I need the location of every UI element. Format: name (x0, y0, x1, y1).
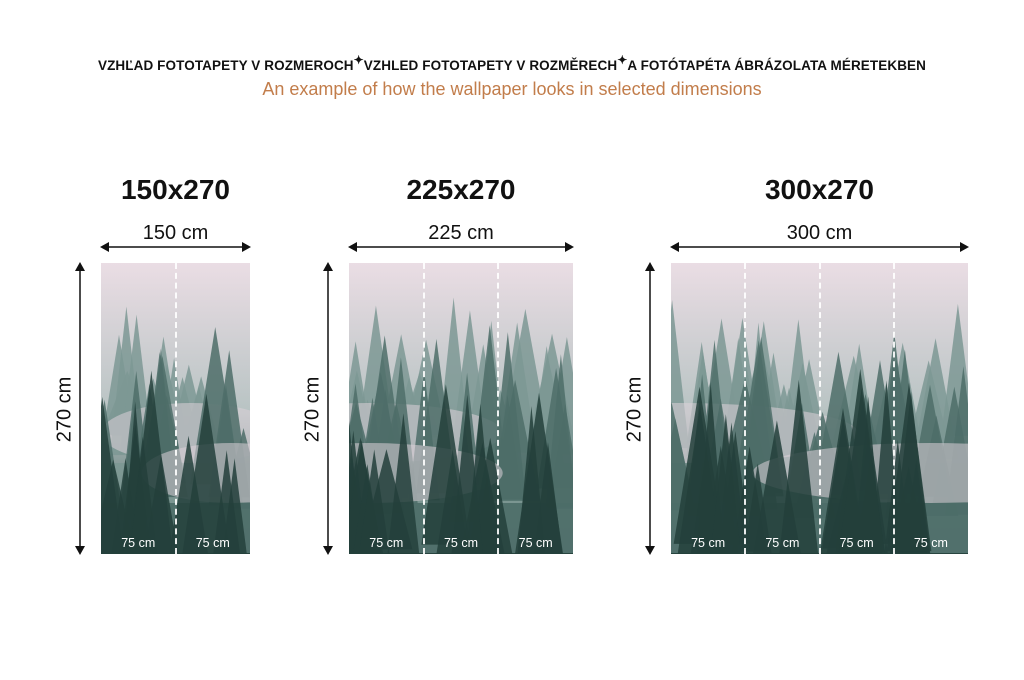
width-label: 150 cm (142, 222, 209, 244)
height-arrow (75, 262, 85, 555)
height-label: 270 cm (301, 376, 324, 443)
panel-divider (174, 263, 177, 554)
height-arrow (645, 262, 655, 555)
panel-divider (818, 263, 821, 554)
sparkle-icon: ✦ (617, 53, 628, 67)
height-label: 270 cm (623, 376, 646, 443)
header-sk: VZHĽAD FOTOTAPETY V ROZMEROCH (97, 58, 354, 73)
segment-label: 75 cm (195, 536, 230, 550)
subtitle: An example of how the wallpaper looks in… (262, 79, 762, 99)
header-languages: VZHĽAD FOTOTAPETY V ROZMEROCH✦VZHLED FOT… (0, 53, 1024, 73)
height-label: 270 cm (53, 376, 76, 443)
panel-title: 225x270 (406, 174, 516, 205)
segment-label: 75 cm (369, 536, 404, 550)
header-hu: A FOTÓTAPÉTA ÁBRÁZOLATA MÉRETEKBEN (627, 58, 927, 73)
width-arrow (348, 242, 574, 252)
segment-label: 75 cm (691, 536, 726, 550)
segment-label: 75 cm (443, 536, 478, 550)
forest-image (349, 263, 573, 554)
sparkle-icon: ✦ (353, 53, 364, 67)
segment-label: 75 cm (121, 536, 156, 550)
height-arrow (323, 262, 333, 555)
wallpaper-preview: 75 cm 75 cm 75 cm (349, 263, 573, 554)
panel-divider (422, 263, 425, 554)
panel-title: 150x270 (120, 174, 230, 205)
segment-label: 75 cm (913, 536, 948, 550)
panel-divider (892, 263, 895, 554)
header-cz: VZHLED FOTOTAPETY V ROZMĚRECH (363, 58, 618, 73)
width-arrow (100, 242, 251, 252)
panel-title: 300x270 (764, 174, 874, 205)
panel-divider (497, 263, 500, 554)
width-label: 300 cm (786, 222, 853, 244)
wallpaper-preview: 75 cm 75 cm (101, 263, 250, 554)
segment-label: 75 cm (839, 536, 874, 550)
segment-label: 75 cm (765, 536, 800, 550)
wallpaper-preview: 75 cm 75 cm 75 cm 75 cm (671, 263, 968, 554)
width-arrow (670, 242, 969, 252)
width-label: 225 cm (428, 222, 494, 244)
segment-label: 75 cm (518, 536, 553, 550)
panel-divider (744, 263, 747, 554)
